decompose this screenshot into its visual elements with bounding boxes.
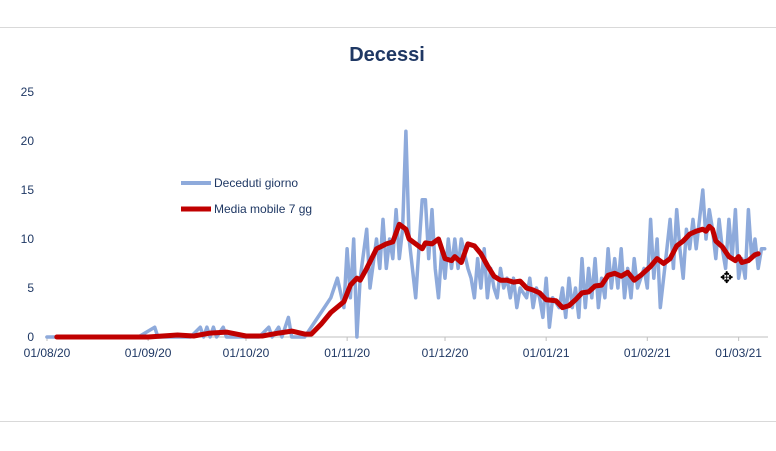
y-tick-label: 10 — [21, 232, 35, 246]
y-tick-label: 15 — [21, 183, 35, 197]
series-line-moving-average — [54, 221, 761, 340]
legend-label-daily: Deceduti giorno — [214, 176, 298, 190]
x-tick-label: 01/12/20 — [422, 346, 469, 360]
x-tick-label: 01/10/20 — [223, 346, 270, 360]
y-tick-label: 5 — [27, 281, 34, 295]
series-line-daily — [45, 129, 767, 339]
x-tick-label: 01/11/20 — [324, 346, 370, 360]
move-cursor-icon: ✥ — [720, 268, 734, 287]
x-tick-label: 01/03/21 — [715, 346, 762, 360]
chart-title: Decessi — [349, 44, 425, 66]
bottom-divider — [0, 421, 776, 422]
legend-label-moving-average: Media mobile 7 gg — [214, 202, 312, 216]
legend: Deceduti giorno Media mobile 7 gg — [181, 176, 312, 216]
y-axis: 0 5 10 15 20 25 — [21, 85, 35, 344]
x-tick-label: 01/09/20 — [125, 346, 172, 360]
y-tick-label: 20 — [21, 134, 35, 148]
x-tick-label: 01/02/21 — [624, 346, 671, 360]
plot-area — [45, 129, 767, 340]
x-tick-label: 01/01/21 — [523, 346, 570, 360]
x-axis: 01/08/20 01/09/20 01/10/20 01/11/20 01/12/20… — [24, 337, 762, 360]
x-tick-label: 01/08/20 — [24, 346, 71, 360]
y-tick-label: 0 — [27, 330, 34, 344]
y-tick-label: 25 — [21, 85, 35, 99]
top-divider — [0, 27, 776, 28]
